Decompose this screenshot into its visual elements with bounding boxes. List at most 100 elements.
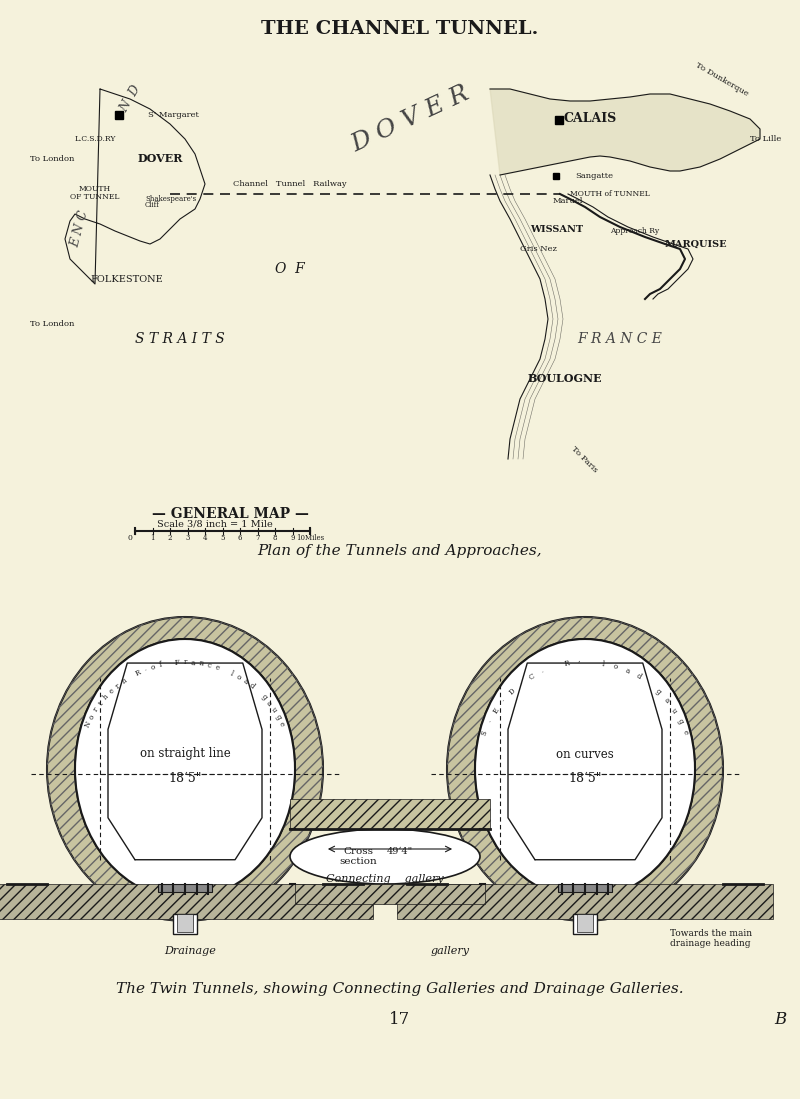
Polygon shape — [490, 89, 760, 175]
Text: Gris Nez: Gris Nez — [520, 245, 557, 253]
Text: MARQUISE: MARQUISE — [665, 240, 728, 248]
Text: S: S — [480, 729, 490, 736]
Text: r: r — [114, 682, 122, 690]
Text: To London: To London — [30, 320, 74, 328]
Text: Shakespeare's: Shakespeare's — [145, 195, 196, 203]
Ellipse shape — [475, 639, 695, 899]
Text: a: a — [662, 697, 671, 704]
Text: S T R A I T S: S T R A I T S — [135, 332, 225, 346]
Text: a: a — [624, 667, 630, 676]
Text: The Twin Tunnels, showing Connecting Galleries and Drainage Galleries.: The Twin Tunnels, showing Connecting Gal… — [116, 983, 684, 996]
Text: — GENERAL MAP —: — GENERAL MAP — — [151, 507, 309, 521]
Text: C: C — [527, 671, 536, 681]
Text: e: e — [277, 720, 286, 728]
Text: E N C: E N C — [69, 209, 91, 248]
Text: B: B — [774, 1010, 786, 1028]
Text: N  D: N D — [117, 84, 143, 114]
Bar — [290, 799, 490, 829]
Bar — [555, 116, 563, 124]
Text: Towards the main: Towards the main — [670, 930, 752, 939]
Text: u: u — [670, 707, 678, 714]
Text: To Paris: To Paris — [570, 444, 599, 474]
Text: L.C.S.D.RY: L.C.S.D.RY — [74, 135, 116, 143]
Bar — [173, 914, 197, 934]
Text: g: g — [259, 692, 268, 701]
Text: ’: ’ — [578, 658, 580, 667]
Text: 18‘5": 18‘5" — [568, 773, 602, 786]
Text: Scale 3/8 inch = 1 Mile: Scale 3/8 inch = 1 Mile — [157, 520, 273, 529]
Bar — [177, 914, 193, 932]
Text: Drainage: Drainage — [164, 946, 216, 956]
Bar — [0, 569, 800, 1009]
Ellipse shape — [447, 617, 723, 921]
Text: on curves: on curves — [556, 747, 614, 761]
Text: Approach Ry: Approach Ry — [610, 227, 659, 235]
Text: gallery: gallery — [430, 946, 470, 956]
Text: Plan of the Tunnels and Approaches,: Plan of the Tunnels and Approaches, — [258, 544, 542, 558]
Text: 18‘5": 18‘5" — [168, 773, 202, 786]
Text: MOUTH of TUNNEL: MOUTH of TUNNEL — [570, 190, 650, 198]
Ellipse shape — [47, 617, 323, 921]
Bar — [115, 111, 123, 119]
Text: Maruel: Maruel — [553, 197, 583, 206]
Text: E: E — [491, 707, 501, 714]
Text: 49‘4": 49‘4" — [387, 846, 413, 855]
Text: D O V E R: D O V E R — [347, 81, 473, 156]
Text: To London: To London — [30, 155, 74, 163]
Text: drainage heading: drainage heading — [670, 940, 750, 948]
Text: OF TUNNEL: OF TUNNEL — [70, 193, 120, 201]
Text: S' Margaret: S' Margaret — [148, 111, 199, 119]
Text: 9: 9 — [290, 534, 294, 542]
Text: ·: · — [499, 697, 507, 704]
Text: N: N — [83, 720, 94, 729]
Bar — [158, 884, 212, 892]
Bar — [577, 914, 593, 932]
Text: f: f — [159, 660, 163, 669]
Text: To Lille: To Lille — [750, 135, 782, 143]
Text: d: d — [248, 681, 256, 690]
Text: ·: · — [518, 679, 525, 687]
Text: a: a — [190, 658, 195, 667]
Text: e: e — [681, 730, 690, 736]
Text: l: l — [229, 669, 234, 677]
Text: DOVER: DOVER — [138, 154, 182, 165]
Text: 0: 0 — [127, 534, 133, 542]
Text: Cliff: Cliff — [145, 201, 160, 209]
Text: n: n — [120, 677, 129, 686]
Text: CALAIS: CALAIS — [563, 112, 617, 125]
Ellipse shape — [75, 639, 295, 899]
Text: r: r — [183, 658, 186, 666]
Text: 2: 2 — [168, 534, 172, 542]
Bar — [553, 173, 559, 179]
Text: 1: 1 — [150, 534, 154, 542]
Text: g: g — [274, 713, 282, 721]
Ellipse shape — [290, 829, 480, 884]
Text: Cross: Cross — [343, 846, 373, 855]
Text: R: R — [134, 668, 142, 678]
Text: g: g — [676, 718, 685, 725]
Text: 10Miles: 10Miles — [296, 534, 324, 542]
Text: BOULOGNE: BOULOGNE — [528, 374, 602, 385]
Text: 6: 6 — [238, 534, 242, 542]
Text: r: r — [92, 707, 101, 713]
Text: Connecting    gallery: Connecting gallery — [326, 874, 444, 884]
Text: e: e — [214, 663, 220, 671]
Text: 7: 7 — [255, 534, 260, 542]
Text: g: g — [654, 687, 662, 696]
Text: D: D — [507, 687, 517, 697]
Ellipse shape — [75, 639, 295, 899]
Text: 3: 3 — [186, 534, 190, 542]
Text: o: o — [235, 673, 242, 681]
Text: t: t — [97, 700, 105, 707]
Text: ·: · — [486, 719, 494, 724]
Text: WISSANT: WISSANT — [530, 224, 583, 233]
Text: section: section — [339, 856, 377, 866]
Text: a: a — [265, 699, 274, 708]
Bar — [295, 884, 485, 904]
Text: R: R — [563, 659, 570, 668]
Bar — [558, 884, 612, 892]
Text: To Dunkerque: To Dunkerque — [694, 60, 750, 98]
Text: e: e — [108, 687, 116, 696]
Text: o: o — [150, 663, 157, 671]
Text: 4: 4 — [202, 534, 207, 542]
